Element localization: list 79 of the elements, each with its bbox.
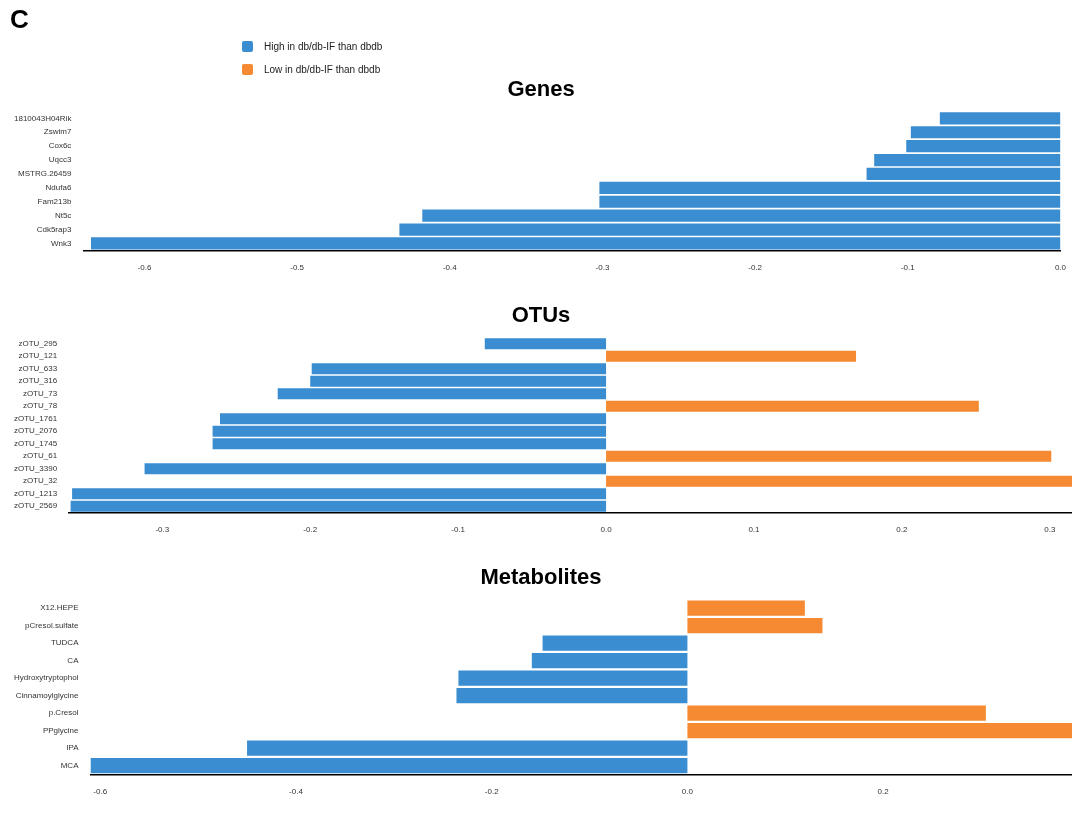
y-tick-label: zOTU_78 xyxy=(22,401,58,411)
x-tick-label: -0.4 xyxy=(442,263,458,273)
legend-label: Low in db/db-IF than dbdb xyxy=(264,64,381,75)
x-tick-label: -0.2 xyxy=(748,263,763,273)
y-tick-label: Cinnamoylglycine xyxy=(15,690,80,700)
y-tick-label: zOTU_121 xyxy=(18,351,58,361)
y-tick-label: p.Cresol xyxy=(48,708,79,718)
bar xyxy=(687,617,823,634)
bar xyxy=(220,413,607,425)
bar xyxy=(531,652,688,669)
chart-title: OTUs xyxy=(511,302,571,328)
bar xyxy=(90,757,688,774)
y-tick-label: Ndufa6 xyxy=(45,183,72,193)
text: C xyxy=(9,3,30,35)
y-tick-label: zOTU_61 xyxy=(22,451,58,461)
x-tick-label: -0.3 xyxy=(155,525,170,535)
y-tick-label: PPglycine xyxy=(42,725,80,735)
bar xyxy=(687,705,986,721)
bar xyxy=(70,500,607,512)
bar xyxy=(458,670,688,686)
bar xyxy=(72,488,607,500)
y-tick-label: MSTRG.26459 xyxy=(18,169,72,179)
x-tick-label: 0.2 xyxy=(896,525,909,535)
x-tick-label: 0.0 xyxy=(600,525,613,535)
y-tick-label: X12.HEPE xyxy=(40,603,79,613)
y-tick-label: zOTU_633 xyxy=(18,363,58,373)
y-tick-label: zOTU_1745 xyxy=(13,438,58,448)
bar xyxy=(606,350,857,362)
x-tick-label: -0.4 xyxy=(289,787,304,797)
y-tick-label: Wnk3 xyxy=(50,238,72,248)
x-tick-label: -0.5 xyxy=(290,263,305,273)
y-tick-label: zOTU_73 xyxy=(22,388,58,398)
x-tick-label: -0.6 xyxy=(93,787,108,797)
x-tick-label: 0.1 xyxy=(748,525,761,535)
bar xyxy=(606,450,1052,462)
x-tick-label: -0.2 xyxy=(484,787,500,797)
y-tick-label: zOTU_295 xyxy=(18,338,58,348)
y-tick-label: Uqcc3 xyxy=(48,155,72,165)
y-tick-label: MCA xyxy=(60,760,80,770)
bar xyxy=(687,722,1072,739)
y-tick-label: zOTU_3390 xyxy=(13,463,58,473)
y-tick-label: Nt5c xyxy=(54,210,72,220)
bar xyxy=(606,475,1072,487)
y-tick-label: zOTU_1761 xyxy=(13,413,58,423)
y-tick-label: zOTU_32 xyxy=(22,476,58,486)
x-tick-label: -0.1 xyxy=(900,263,916,273)
y-tick-label: Hydroxytryptophol xyxy=(13,673,79,683)
x-tick-label: 0.2 xyxy=(877,787,890,797)
y-tick-label: Cdk5rap3 xyxy=(36,224,72,234)
bar xyxy=(311,363,607,375)
bar xyxy=(247,740,688,756)
x-tick-label: -0.6 xyxy=(137,263,152,273)
bar xyxy=(456,687,688,704)
y-tick-label: zOTU_316 xyxy=(18,376,58,386)
y-tick-label: 1810043H04Rik xyxy=(14,113,73,123)
x-tick-label: 0.0 xyxy=(681,787,694,797)
bar xyxy=(542,635,688,651)
y-tick-label: Cox6c xyxy=(48,141,72,151)
y-tick-label: TUDCA xyxy=(50,638,80,648)
x-tick-label: 0.3 xyxy=(1044,525,1056,535)
y-tick-label: IPA xyxy=(66,743,80,753)
x-tick-label: -0.1 xyxy=(451,525,466,535)
x-tick-label: -0.3 xyxy=(595,263,610,273)
x-tick-label: 0.0 xyxy=(1054,263,1067,273)
y-tick-label: zOTU_1213 xyxy=(13,488,58,498)
y-tick-label: CA xyxy=(67,655,80,665)
x-tick-label: -0.2 xyxy=(303,525,318,535)
y-tick-label: zOTU_2076 xyxy=(13,426,58,436)
bar xyxy=(484,338,607,350)
y-tick-label: pCresol.sulfate xyxy=(25,620,80,630)
chart-title: Metabolites xyxy=(480,564,602,590)
legend-label: High in db/db-IF than dbdb xyxy=(264,41,383,52)
chart-title: Genes xyxy=(507,76,575,102)
y-tick-label: Zswim7 xyxy=(43,127,72,137)
bar xyxy=(606,400,979,412)
bar xyxy=(144,463,607,475)
bar xyxy=(687,600,805,616)
y-tick-label: zOTU_2569 xyxy=(13,501,58,511)
y-tick-label: Fam213b xyxy=(37,196,72,206)
